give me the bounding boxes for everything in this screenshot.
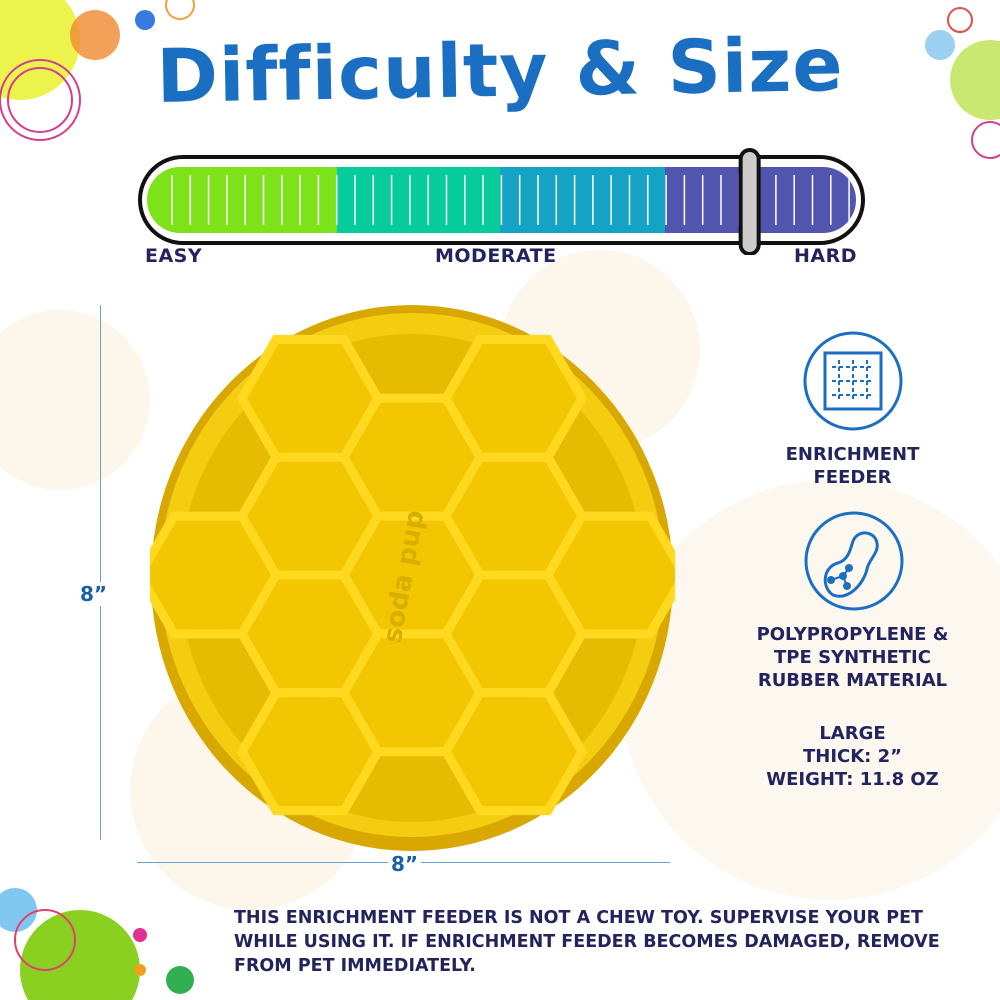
spec-size: LARGE [819, 723, 886, 744]
safety-warning: THIS ENRICHMENT FEEDER IS NOT A CHEW TOY… [234, 908, 940, 976]
label-moderate: MODERATE [435, 245, 557, 267]
size-specs: LARGE THICK: 2” WEIGHT: 11.8 OZ [740, 722, 965, 791]
feature-material: POLYPROPYLENE & TPE SYNTHETIC RUBBER MAT… [740, 623, 965, 692]
height-dimension-line [100, 305, 101, 840]
page-title: Difficulty & Size [155, 22, 845, 120]
puzzle-icon [803, 331, 903, 431]
feature-line: RUBBER MATERIAL [757, 670, 948, 691]
label-hard: HARD [794, 245, 858, 267]
meter-segment [500, 167, 665, 233]
spec-thickness: THICK: 2” [802, 746, 903, 767]
feature-line: ENRICHMENT [785, 444, 920, 465]
meter-segment [147, 167, 337, 233]
meter-segment [337, 167, 500, 233]
width-label: 8” [388, 852, 422, 876]
honeycomb-cell [542, 511, 675, 639]
difficulty-meter [138, 148, 865, 255]
honeycomb-cell [440, 688, 588, 816]
feature-line: FEEDER [813, 467, 892, 488]
spec-weight: WEIGHT: 11.8 OZ [766, 769, 939, 790]
label-easy: EASY [145, 245, 203, 267]
difficulty-slider-handle [738, 148, 761, 255]
meter-fill [147, 167, 856, 233]
feature-enrichment-feeder: ENRICHMENT FEEDER [760, 443, 945, 489]
height-label: 8” [80, 582, 108, 606]
feature-line: TPE SYNTHETIC [774, 647, 931, 668]
honeycomb-cell [440, 334, 588, 462]
material-molecule-icon [804, 511, 904, 611]
honeycomb-feeder-bowl: soda pup [150, 305, 675, 851]
feature-line: POLYPROPYLENE & [756, 624, 949, 645]
